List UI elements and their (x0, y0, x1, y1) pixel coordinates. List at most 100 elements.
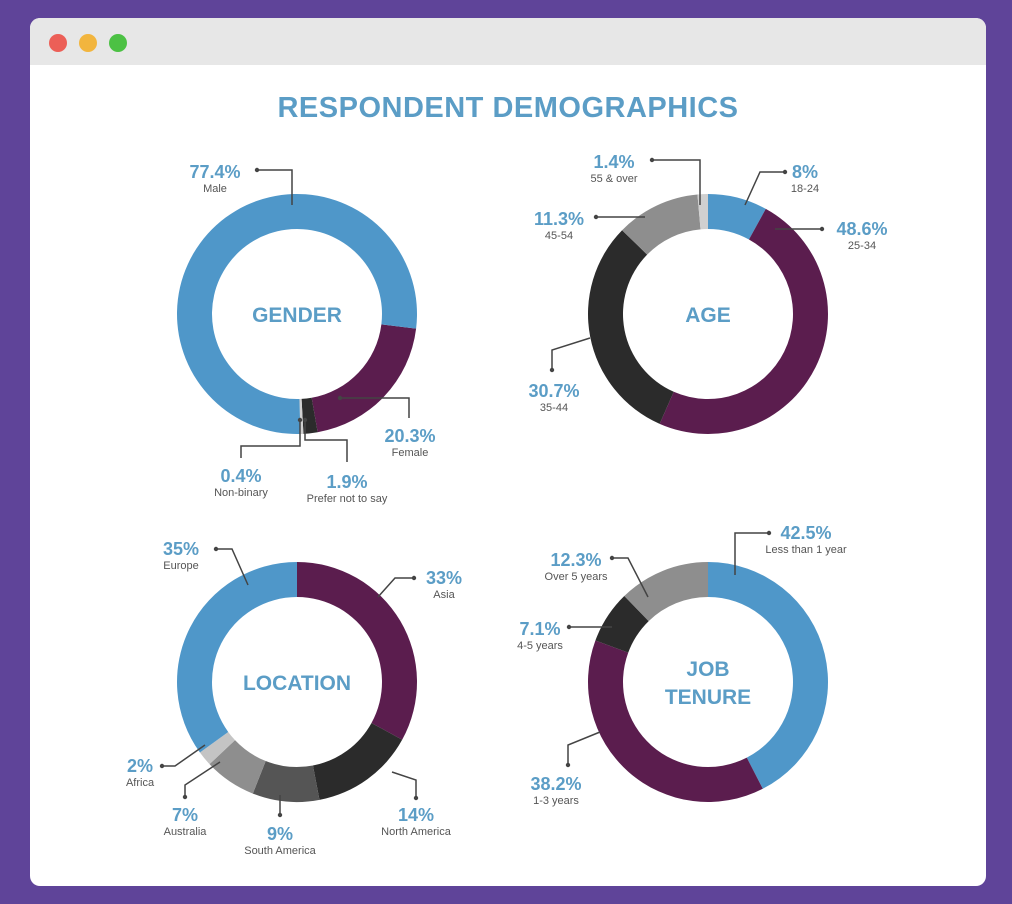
leader-dot (159, 763, 165, 769)
leader-dot (782, 169, 788, 175)
segment-category: Non-binary (214, 487, 268, 499)
segment-label: 2% Africa (126, 757, 154, 790)
segment-value: 42.5% (780, 523, 832, 543)
segment-value: 48.6% (836, 219, 888, 239)
window-titlebar (30, 18, 986, 65)
maximize-button[interactable] (109, 34, 127, 52)
segment-category: 45-54 (544, 230, 574, 242)
segment-label: 9% South America (244, 825, 316, 858)
donut-segment-4-5-years (595, 596, 649, 653)
browser-window: RESPONDENT DEMOGRAPHICS (30, 18, 986, 886)
segment-value: 20.3% (384, 426, 436, 446)
segment-value: 8% (791, 162, 819, 182)
leader-line (184, 761, 221, 797)
segment-label: 20.3% Female (384, 427, 435, 460)
segment-category: 25-34 (847, 240, 877, 252)
segment-category: 55 & over (590, 173, 638, 185)
segment-category: Africa (125, 777, 155, 789)
segment-value: 9% (266, 824, 294, 844)
leader-line (216, 548, 249, 586)
leader-dot (609, 555, 615, 561)
leader-line (162, 744, 206, 767)
segment-category: Female (391, 447, 429, 459)
chart-title: GENDER (252, 304, 342, 327)
segment-value: 2% (126, 756, 153, 776)
segment-label: 38.2% 1-3 years (530, 775, 581, 808)
segment-value: 12.3% (550, 550, 602, 570)
segment-category: 35-44 (539, 402, 569, 414)
segment-category: Australia (163, 826, 207, 838)
segment-value: 38.2% (530, 774, 582, 794)
donut-segment-female (311, 324, 417, 433)
leader-dot (302, 417, 308, 423)
segment-label: 14% North America (381, 806, 451, 839)
segment-label: 0.4% Non-binary (214, 467, 268, 500)
donut-segment-europe (176, 562, 297, 753)
donut-segment-asia (297, 562, 417, 740)
leader-dot (411, 575, 417, 581)
donut-segment-35-44 (588, 230, 674, 424)
chart-title: LOCATION (243, 672, 351, 695)
donut-segment-1-3-years (588, 640, 763, 802)
leader-dot (593, 214, 599, 220)
segment-value: 7% (171, 805, 199, 825)
leader-line (377, 577, 414, 598)
donut-segment-45-54 (622, 194, 701, 255)
segment-value: 1.4% (593, 152, 635, 172)
segment-category: 18-24 (790, 183, 820, 195)
leader-line (240, 420, 301, 458)
donut-segment-25-34 (659, 208, 828, 434)
segment-category: Asia (433, 589, 455, 601)
segment-category: South America (244, 845, 316, 857)
leader-dot (819, 226, 825, 232)
segment-label: 7% Australia (164, 806, 207, 839)
leader-dot (649, 157, 655, 163)
leader-line (257, 169, 293, 205)
minimize-button[interactable] (79, 34, 97, 52)
segment-label: 7.1% 4-5 years (517, 620, 563, 653)
donut-segment-over-5-years (624, 562, 708, 622)
segment-value: 35% (162, 539, 200, 559)
segment-label: 42.5% Less than 1 year (765, 524, 846, 557)
segment-label: 48.6% 25-34 (836, 220, 887, 253)
leader-line (304, 420, 348, 462)
segment-value: 11.3% (533, 209, 585, 229)
leader-dot (254, 167, 260, 173)
segment-label: 12.3% Over 5 years (545, 551, 608, 584)
donut-segment-africa (199, 731, 236, 765)
donut-segment-australia (209, 740, 266, 794)
leader-dot (277, 812, 283, 818)
segment-value: 33% (425, 568, 463, 588)
segment-label: 77.4% Male (189, 163, 240, 196)
leader-line (391, 771, 417, 798)
leader-line (744, 171, 785, 206)
donut-segment-18-24 (708, 194, 766, 240)
leader-dot (182, 794, 188, 800)
segment-category: 1-3 years (533, 795, 579, 807)
leader-line (567, 731, 601, 765)
segment-label: 11.3% 45-54 (534, 210, 584, 243)
segment-value: 1.9% (326, 472, 368, 492)
leader-dot (549, 367, 555, 373)
segment-category: 4-5 years (517, 640, 563, 652)
leader-line (340, 397, 410, 418)
close-button[interactable] (49, 34, 67, 52)
leader-dot (565, 762, 571, 768)
segment-category: Europe (163, 560, 199, 572)
segment-value: 7.1% (519, 619, 561, 639)
donut-segment-less-than-1-year (708, 562, 829, 789)
leader-line (734, 532, 769, 575)
donut-segment-south-america (252, 761, 320, 803)
segment-value: 14% (397, 805, 435, 825)
segment-category: Over 5 years (544, 571, 608, 583)
leader-dot (337, 395, 343, 401)
segment-category: Male (203, 183, 227, 195)
leader-dot (213, 546, 219, 552)
segment-label: 1.9% Prefer not to say (307, 473, 388, 506)
segment-value: 77.4% (189, 162, 241, 182)
leader-dot (766, 530, 772, 536)
segment-label: 8% 18-24 (791, 163, 819, 196)
segment-category: North America (381, 826, 451, 838)
segment-label: 35% Europe (163, 540, 199, 573)
